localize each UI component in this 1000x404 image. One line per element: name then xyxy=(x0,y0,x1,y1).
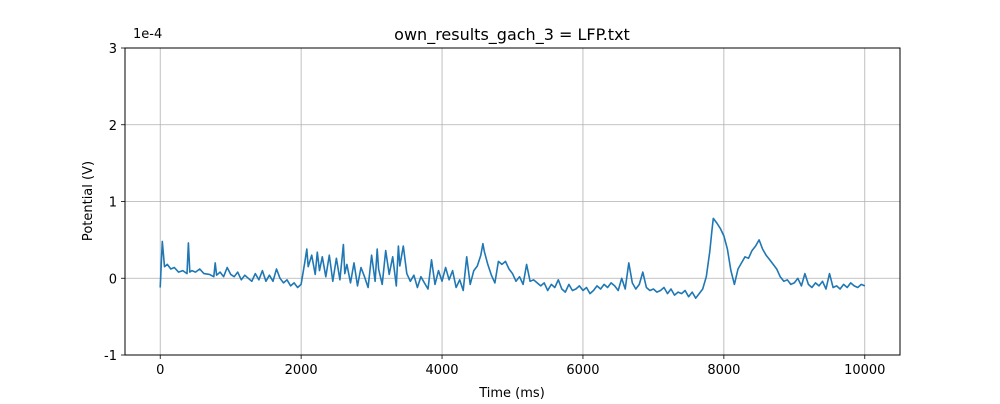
lfp-series-line xyxy=(159,217,866,300)
y-tick-label: 0 xyxy=(109,272,117,287)
y-tick-label: 3 xyxy=(109,42,117,57)
y-tick-label: 2 xyxy=(109,119,117,134)
x-tick-label: 2000 xyxy=(285,363,318,378)
grid-lines xyxy=(125,47,900,356)
y-axis-label: Potential (V) xyxy=(81,161,96,241)
x-tick-label: 4000 xyxy=(425,363,458,378)
y-tick-label: 1 xyxy=(109,196,117,211)
x-axis-label: Time (ms) xyxy=(478,386,545,400)
chart-title: own_results_gach_3 = LFP.txt xyxy=(394,25,630,45)
series-layer xyxy=(159,217,866,300)
x-tick-label: 6000 xyxy=(566,363,599,378)
axis-ticks: 0 2000 4000 6000 8000 10000 -1 0 1 2 3 xyxy=(104,42,885,378)
x-tick-label: 0 xyxy=(156,363,164,378)
y-scale-offset-label: 1e-4 xyxy=(133,27,162,42)
x-tick-label: 8000 xyxy=(707,363,740,378)
x-tick-label: 10000 xyxy=(844,363,885,378)
y-tick-label: -1 xyxy=(104,349,117,364)
